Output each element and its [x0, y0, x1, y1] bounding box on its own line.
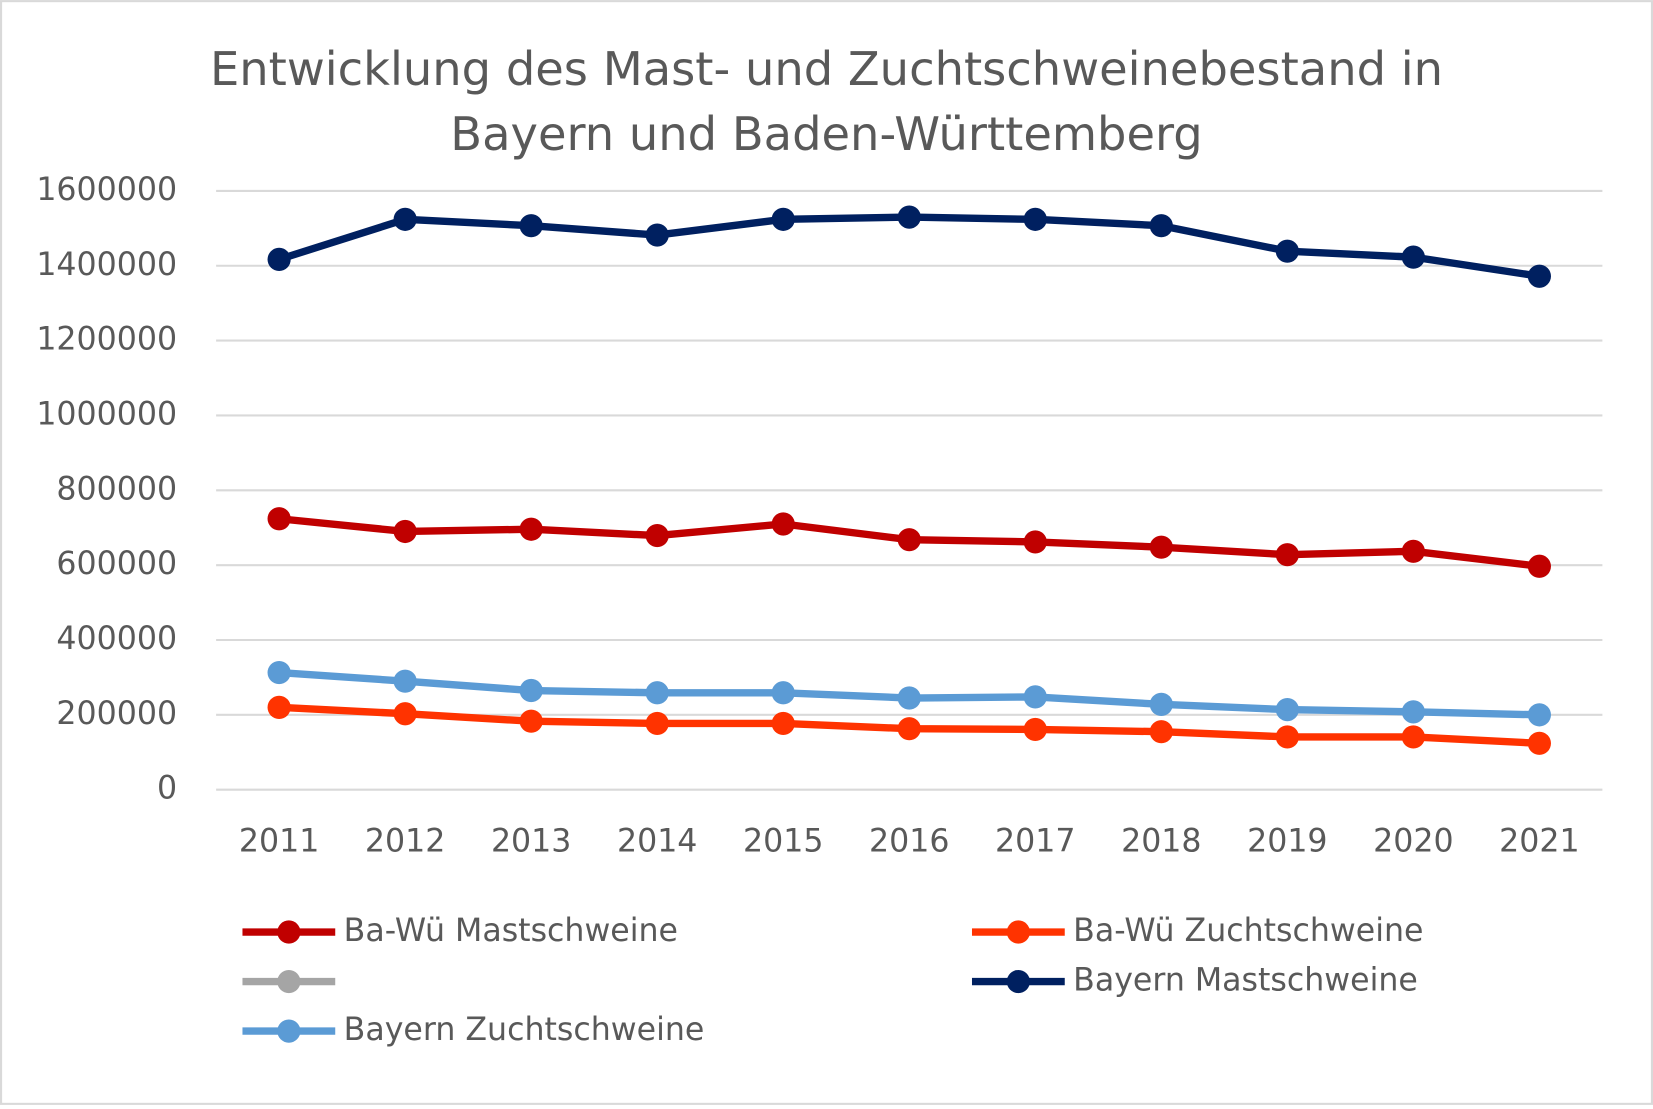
series-marker	[519, 517, 543, 541]
series-marker	[1401, 725, 1425, 749]
series-marker	[645, 523, 669, 548]
series-marker	[393, 519, 417, 544]
series-marker	[1149, 535, 1173, 559]
y-tick-label: 1200000	[36, 322, 177, 358]
series-marker	[771, 512, 795, 536]
title-line: Bayern und Baden-Württemberg	[450, 107, 1202, 161]
legend-marker	[1006, 920, 1030, 944]
y-tick-label: 400000	[56, 621, 177, 657]
series-marker	[393, 702, 417, 726]
x-tick-label: 2014	[617, 823, 697, 859]
series-marker	[1275, 725, 1299, 749]
series-marker	[1527, 554, 1551, 578]
x-tick-label: 2016	[869, 823, 949, 859]
series-marker	[1023, 207, 1047, 231]
title-line: Entwicklung des Mast- und Zuchtschweineb…	[210, 41, 1443, 95]
legend-label: Bayern Mastschweine	[1073, 963, 1418, 999]
series-marker	[1275, 239, 1299, 263]
legend-label: Ba-Wü Zuchtschweine	[1073, 913, 1423, 949]
series-marker	[897, 717, 921, 741]
series-marker	[897, 528, 921, 552]
legend-marker	[277, 969, 301, 994]
x-tick-label: 2021	[1499, 823, 1579, 859]
series-marker	[393, 207, 417, 231]
x-tick-label: 2011	[239, 823, 319, 859]
x-tick-label: 2018	[1121, 823, 1201, 859]
series-marker	[519, 214, 543, 238]
series-marker	[1023, 685, 1047, 709]
x-tick-label: 2015	[743, 823, 823, 859]
legend-marker	[277, 920, 301, 944]
series-marker	[645, 681, 669, 705]
y-tick-label: 1600000	[36, 172, 177, 208]
series-marker	[1275, 543, 1299, 567]
series-marker	[1149, 692, 1173, 716]
series-marker	[267, 695, 291, 719]
series-marker	[1149, 214, 1173, 238]
series-marker	[267, 247, 291, 271]
y-tick-label: 200000	[56, 696, 177, 732]
legend-label: Ba-Wü Mastschweine	[344, 913, 678, 949]
x-tick-label: 2020	[1373, 823, 1453, 859]
series-marker	[267, 507, 291, 531]
series-marker	[393, 669, 417, 693]
x-tick-label: 2013	[491, 823, 571, 859]
series-marker	[1401, 245, 1425, 269]
series-marker	[1023, 717, 1047, 742]
series-marker	[1275, 698, 1299, 722]
x-tick-label: 2012	[365, 823, 445, 859]
x-tick-label: 2017	[995, 823, 1075, 859]
series-marker	[1401, 539, 1425, 563]
series-marker	[771, 681, 795, 705]
legend-marker	[1006, 969, 1030, 994]
y-tick-label: 800000	[56, 471, 177, 507]
series-marker	[1527, 731, 1551, 755]
y-tick-label: 1400000	[36, 247, 177, 283]
series-marker	[1401, 700, 1425, 724]
series-marker	[519, 709, 543, 733]
series-marker	[645, 223, 669, 247]
series-marker	[1527, 703, 1551, 727]
y-tick-label: 0	[157, 771, 177, 807]
legend-marker	[277, 1019, 301, 1043]
series-marker	[645, 711, 669, 736]
series-marker	[897, 205, 921, 229]
y-tick-label: 600000	[56, 546, 177, 582]
series-marker	[897, 686, 921, 710]
series-marker	[771, 207, 795, 231]
series-marker	[519, 678, 543, 703]
series-marker	[771, 711, 795, 736]
series-marker	[1023, 530, 1047, 554]
legend-label: Bayern Zuchtschweine	[344, 1012, 705, 1048]
x-tick-label: 2019	[1247, 823, 1327, 859]
series-marker	[1527, 264, 1551, 288]
chart-title: Entwicklung des Mast- und Zuchtschweineb…	[210, 41, 1443, 160]
y-tick-label: 1000000	[36, 396, 177, 432]
series-marker	[267, 660, 291, 685]
series-marker	[1149, 720, 1173, 744]
